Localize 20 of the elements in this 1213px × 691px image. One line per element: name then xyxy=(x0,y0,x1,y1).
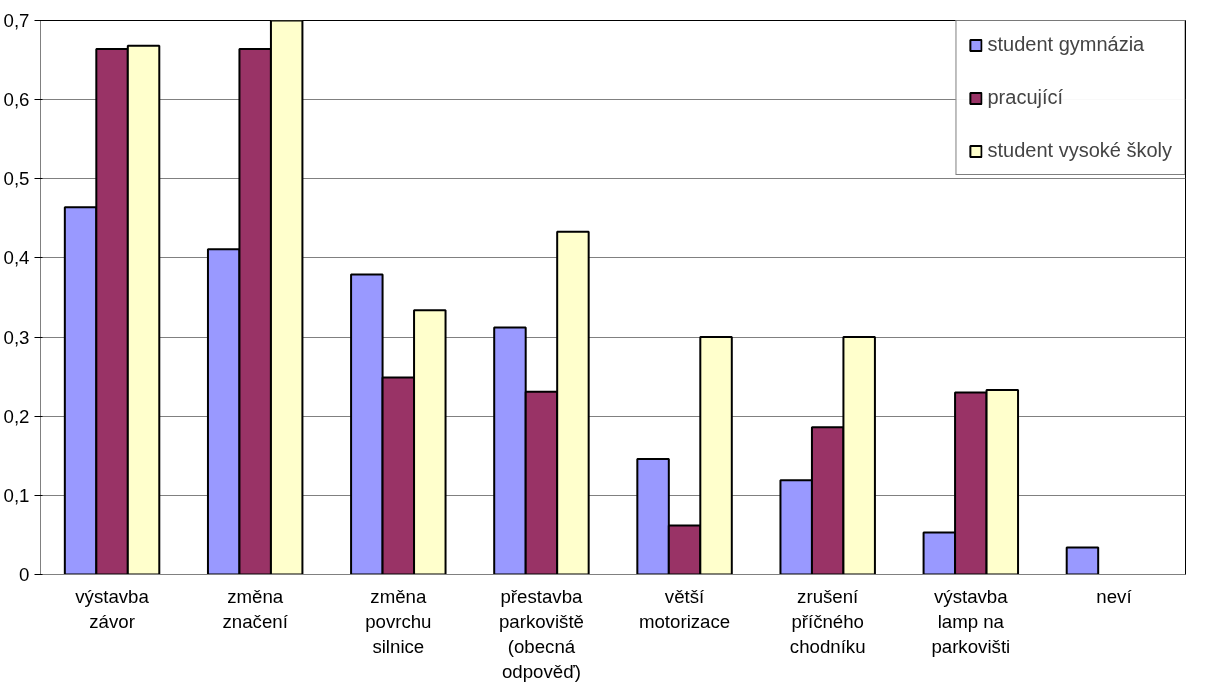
x-tick-label: zrušení příčného chodníku xyxy=(789,585,866,657)
x-tick-label: změna značení xyxy=(222,585,289,632)
y-tick-label: 0,5 xyxy=(3,168,30,190)
y-tick-label: 0 xyxy=(19,564,30,585)
x-tick-label: výstavba závor xyxy=(75,585,150,632)
legend-label: student gymnázia xyxy=(987,33,1145,56)
legend-label: student vysoké školy xyxy=(987,139,1172,162)
x-tick-label: přestavba parkoviště (obecná odpověď) xyxy=(498,585,584,683)
y-tick-label: 0,2 xyxy=(3,405,30,427)
y-tick-label: 0,1 xyxy=(3,484,30,506)
y-tick-label: 0,3 xyxy=(3,326,30,348)
legend-label: pracující xyxy=(987,86,1064,109)
bar xyxy=(1065,546,1100,575)
x-tick-label: neví xyxy=(1096,585,1133,607)
x-tick-label: větší motorizace xyxy=(638,585,731,632)
y-tick-label: 0,7 xyxy=(3,10,30,31)
x-tick-label: výstavba lamp na parkovišti xyxy=(931,585,1011,657)
y-tick-label: 0,6 xyxy=(3,89,30,111)
y-tick-label: 0,4 xyxy=(3,247,30,269)
x-tick-label: změna povrchu silnice xyxy=(365,585,432,657)
